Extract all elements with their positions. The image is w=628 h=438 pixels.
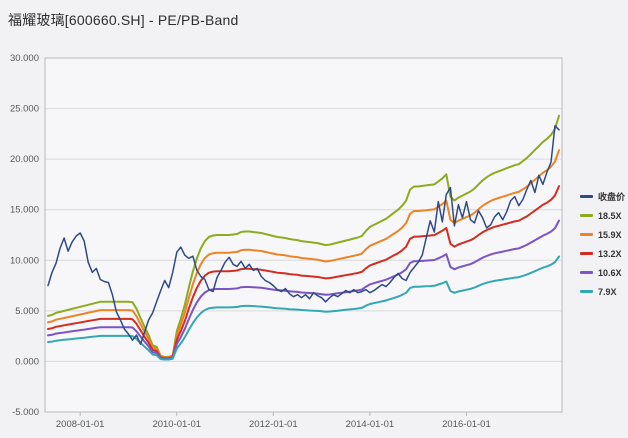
legend-label: 收盘价 [598, 192, 626, 202]
plot-area [45, 58, 562, 412]
band-line-18.5X [47, 114, 560, 358]
legend-swatch-icon [580, 290, 593, 293]
band-line-7.9X [47, 255, 560, 361]
band-line-13.2X [47, 185, 560, 360]
legend-item-7.9X: 7.9X [580, 282, 625, 301]
plot-border [44, 57, 563, 413]
band-line-10.6X [47, 219, 560, 360]
x-axis-label: 2016-01-01 [442, 419, 491, 430]
y-axis-label: 25.000 [10, 104, 39, 115]
y-axis-label: 30.000 [10, 53, 39, 64]
legend-label: 15.9X [598, 229, 622, 240]
legend-swatch-icon [580, 214, 593, 217]
x-axis-label: 2010-01-01 [152, 419, 201, 430]
y-axis-label: 15.000 [10, 205, 39, 216]
chart-legend: 收盘价 18.5X 15.9X 13.2X 10.6X 7.9X [580, 187, 625, 301]
legend-item-price: 收盘价 [580, 187, 625, 206]
legend-item-18.5X: 18.5X [580, 206, 625, 225]
legend-item-15.9X: 15.9X [580, 225, 625, 244]
legend-swatch-icon [580, 252, 593, 255]
y-axis-label: 0.000 [15, 356, 39, 367]
x-axis-label: 2014-01-01 [346, 419, 395, 430]
legend-swatch-icon [580, 233, 593, 236]
band-line-15.9X [47, 149, 560, 359]
legend-swatch-icon [580, 271, 593, 274]
legend-item-10.6X: 10.6X [580, 263, 625, 282]
legend-label: 18.5X [598, 210, 622, 221]
x-axis-label: 2012-01-01 [249, 419, 298, 430]
y-axis-label: 10.000 [10, 255, 39, 266]
y-axis-label: 5.000 [15, 306, 39, 317]
legend-swatch-icon [580, 195, 593, 198]
legend-label: 10.6X [598, 267, 622, 278]
y-axis-label: 20.000 [10, 154, 39, 165]
legend-label: 13.2X [598, 248, 622, 259]
legend-item-13.2X: 13.2X [580, 244, 625, 263]
x-axis-label: 2008-01-01 [56, 419, 105, 430]
y-axis-label: -5.000 [12, 407, 39, 418]
chart-title: 福耀玻璃[600660.SH] - PE/PB-Band [8, 12, 239, 28]
price-line [47, 125, 560, 345]
legend-label: 7.9X [598, 286, 617, 297]
